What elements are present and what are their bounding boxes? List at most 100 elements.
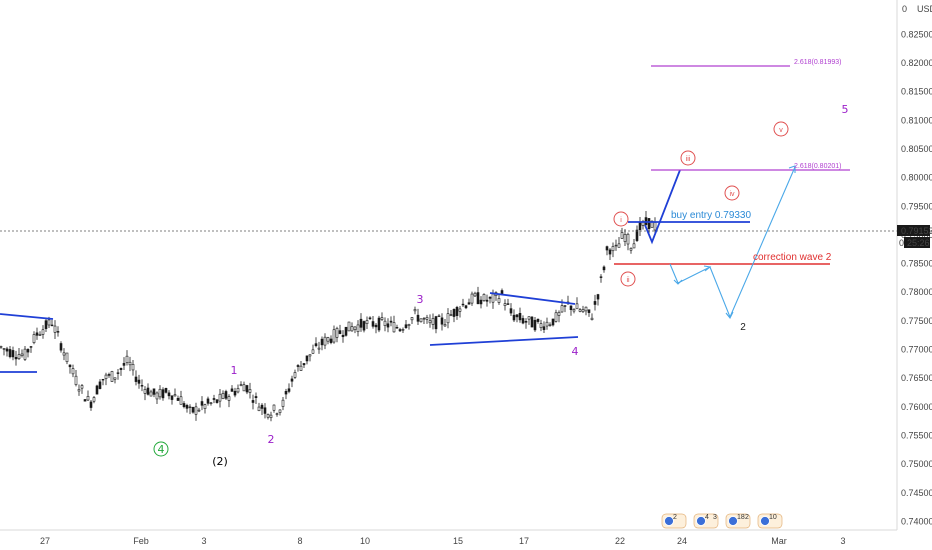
candle-body	[377, 317, 381, 331]
candle-body	[347, 321, 351, 332]
candle-body	[413, 309, 417, 312]
candle-body	[437, 315, 441, 318]
event-badge-count: 10	[769, 514, 777, 521]
event-badge-count: 18	[737, 514, 745, 521]
candle-body	[179, 396, 183, 405]
candle-body	[230, 388, 234, 392]
candle-body	[383, 320, 387, 326]
candle-body	[26, 349, 30, 353]
candle-body	[185, 405, 189, 409]
candle-body	[56, 331, 60, 333]
candle-body	[425, 317, 429, 320]
candle-body	[398, 329, 402, 332]
candle-body	[491, 293, 495, 303]
candle-body	[596, 294, 600, 300]
candle-body	[23, 348, 27, 360]
candle-body	[218, 393, 222, 402]
candle-body	[464, 305, 468, 309]
candle-body	[5, 348, 9, 352]
candle-body	[569, 305, 573, 310]
candle-body	[251, 400, 255, 403]
candle-body	[167, 392, 171, 397]
candle-body	[314, 343, 318, 347]
candle-body	[584, 306, 588, 312]
candle-body	[113, 377, 117, 380]
candle-body	[452, 309, 456, 317]
candle-body	[389, 320, 393, 323]
candle-body	[305, 355, 309, 362]
x-tick-label: 24	[677, 536, 687, 546]
candle-body	[14, 357, 18, 360]
flag-icon	[664, 516, 674, 526]
candle-body	[299, 365, 303, 371]
candle-body	[512, 314, 516, 321]
current-price-tag: 0.79153 25:26 0	[897, 225, 932, 248]
candle-body	[143, 389, 147, 394]
y-tick-label: 0.78500	[901, 259, 932, 269]
candle-body	[515, 314, 519, 318]
candle-body	[116, 372, 120, 374]
candle-body	[65, 352, 69, 363]
x-tick-label: 27	[40, 536, 50, 546]
candle-body	[431, 318, 435, 325]
y-tick-label: 0.76500	[901, 373, 932, 383]
wave-label-5: 5	[842, 103, 849, 116]
event-badge-count: 2	[673, 514, 677, 521]
candle-body	[131, 364, 135, 371]
candle-body	[620, 232, 624, 239]
candle-body	[122, 363, 126, 366]
candle-body	[170, 395, 174, 400]
candle-body	[83, 399, 87, 402]
candle-body	[557, 311, 561, 316]
candle-body	[296, 365, 300, 367]
y-tick-label: 0.75500	[901, 430, 932, 440]
candle-body	[197, 409, 201, 412]
candle-body	[422, 318, 426, 320]
candle-body	[62, 352, 66, 356]
event-badges[interactable]: 2 4 3 18 2 10	[661, 513, 783, 529]
candle-body	[350, 326, 354, 332]
candle-body	[356, 324, 360, 332]
candle-body	[362, 321, 366, 331]
candle-body	[68, 364, 72, 368]
candle-body	[8, 349, 12, 358]
candle-body	[149, 391, 153, 397]
x-tick-label: 3	[201, 536, 206, 546]
candle-body	[332, 329, 336, 343]
candle-body	[404, 324, 408, 328]
x-tick-label: Mar	[771, 536, 787, 546]
y-tick-label: 0.80000	[901, 173, 932, 183]
x-tick-label: 3	[840, 536, 845, 546]
candle-body	[227, 396, 231, 401]
fib-lower-label: 2.618(0.80201)	[794, 163, 841, 170]
candle-body	[635, 229, 639, 241]
y-tick-label: 0.77000	[901, 345, 932, 355]
candle-body	[98, 381, 102, 389]
candle-body	[506, 303, 510, 305]
candle-body	[572, 309, 576, 312]
candle-body	[587, 309, 591, 313]
candle-body	[17, 354, 21, 360]
candle-body	[206, 398, 210, 404]
candle-body	[560, 305, 564, 313]
candle-body	[329, 338, 333, 343]
candle-body	[302, 363, 306, 366]
candle-body	[380, 317, 384, 320]
candle-body	[410, 317, 414, 321]
candle-body	[605, 246, 609, 251]
candle-body	[449, 314, 453, 316]
candle-body	[188, 406, 192, 408]
y-tick-label: 0.74000	[901, 516, 932, 526]
y-tick-label: 0.81500	[901, 87, 932, 97]
wave-labels: 4 (2) 1 2 3 4 5 i ii iii iv v 2	[153, 103, 849, 468]
candle-body	[563, 305, 567, 307]
candle-body	[77, 389, 81, 392]
price-tag-zero: 0	[899, 238, 904, 248]
candle-body	[287, 388, 291, 392]
candle-body	[236, 388, 240, 393]
candle-body	[554, 312, 558, 322]
candle-body	[392, 322, 396, 333]
candle-body	[461, 303, 465, 306]
candle-body	[134, 376, 138, 382]
